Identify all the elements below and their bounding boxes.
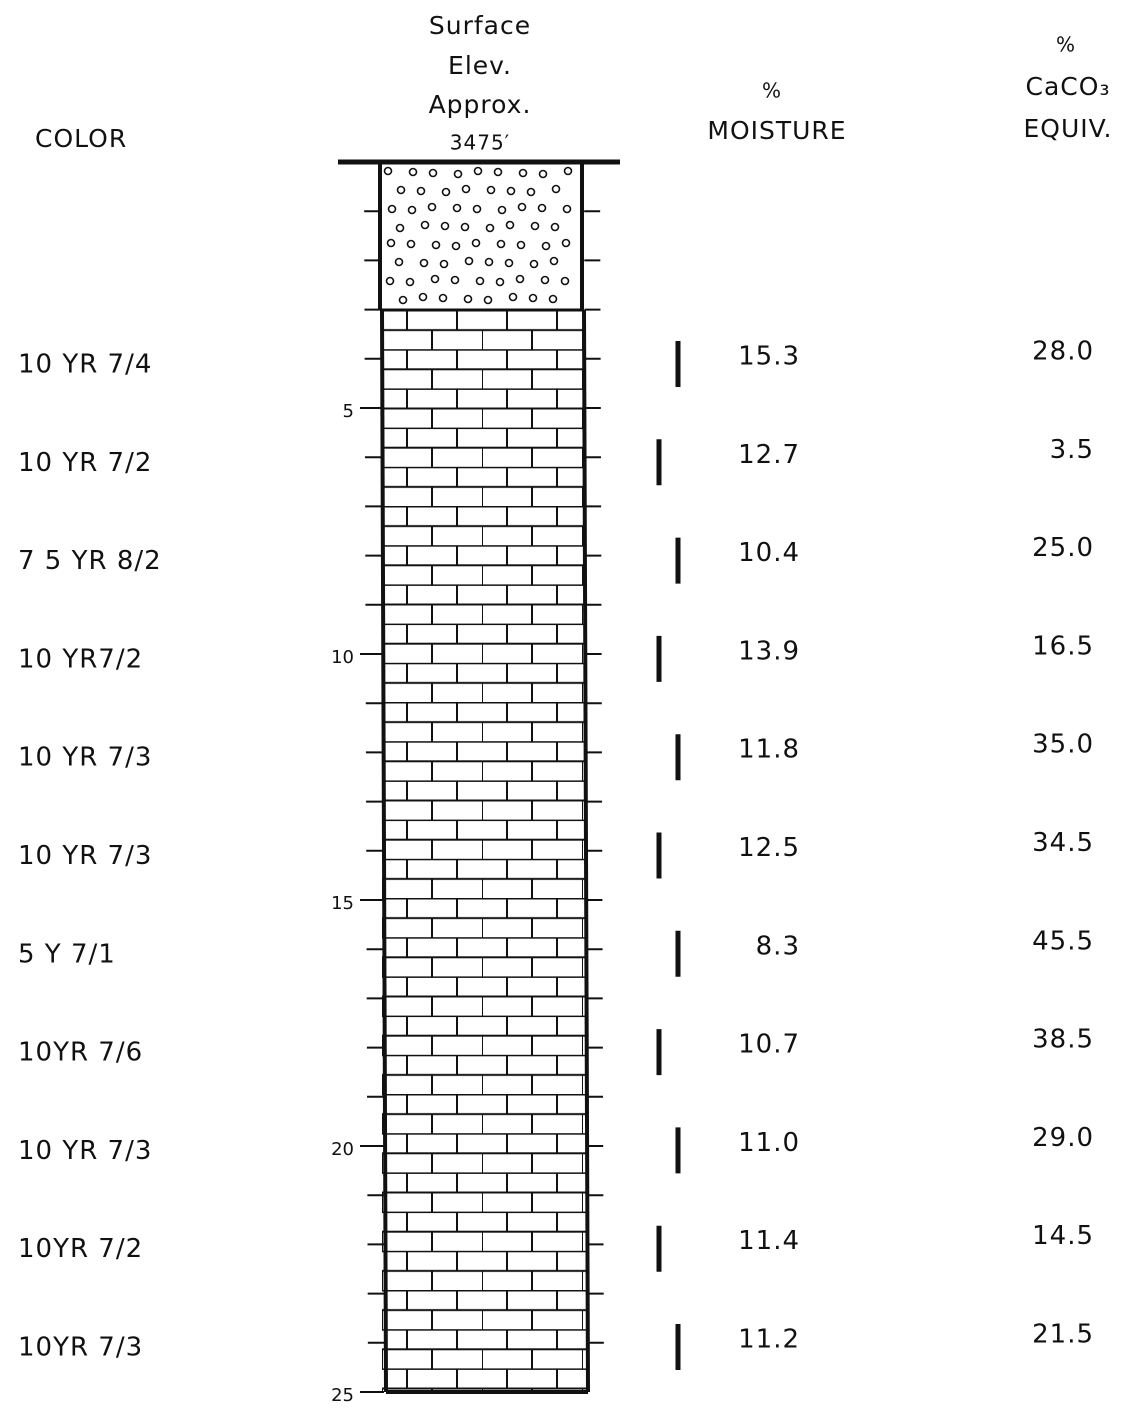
moisture-value: 12.5 [738, 833, 800, 863]
surface-header: Elev. [448, 51, 512, 80]
surface-header: Approx. [429, 90, 532, 119]
caco3-value: 25.0 [1032, 533, 1094, 563]
surface-header: 3475′ [450, 131, 510, 155]
caco3-value: 34.5 [1032, 828, 1094, 858]
depth-label: 25 [331, 1385, 354, 1406]
moisture-header: MOISTURE [707, 116, 846, 145]
moisture-value: 10.4 [738, 538, 800, 568]
color-value: 5 Y 7/1 [18, 939, 116, 969]
moisture-header: % [762, 79, 782, 103]
caco3-value: 38.5 [1032, 1025, 1094, 1055]
color-value: 10 YR 7/3 [18, 743, 152, 773]
moisture-value: 15.3 [738, 342, 800, 372]
depth-label: 20 [331, 1139, 354, 1160]
depth-label: 5 [343, 401, 354, 422]
caco3-value: 29.0 [1032, 1123, 1094, 1153]
caco3-value: 35.0 [1032, 730, 1094, 760]
caco3-value: 3.5 [1050, 435, 1094, 465]
gravel-layer [380, 162, 582, 310]
caco3-value: 45.5 [1032, 926, 1094, 956]
caliche-layer [382, 310, 586, 1392]
caco3-value: 21.5 [1032, 1320, 1094, 1350]
color-value: 7 5 YR 8/2 [18, 546, 162, 576]
moisture-value: 12.7 [738, 440, 800, 470]
page: { "header": { "color": "COLOR", "surface… [0, 0, 1128, 1416]
color-value: 10 YR7/2 [18, 644, 143, 674]
headers: COLOR Surface Elev. Approx. 3475′ % MOIS… [35, 11, 1112, 155]
moisture-value: 8.3 [756, 931, 800, 961]
color-value: 10 YR 7/2 [18, 448, 152, 478]
caco3-value: 14.5 [1032, 1221, 1094, 1251]
color-value: 10YR 7/2 [18, 1234, 143, 1264]
soil-column [338, 162, 620, 1392]
color-value: 10 YR 7/3 [18, 841, 152, 871]
caco3-header: CaCO₃ [1026, 72, 1111, 101]
depth-label: 10 [331, 647, 354, 668]
color-value: 10 YR 7/3 [18, 1136, 152, 1166]
moisture-value: 11.4 [738, 1226, 800, 1256]
color-header: COLOR [35, 124, 127, 153]
caco3-value: 28.0 [1032, 337, 1094, 367]
moisture-value: 11.0 [738, 1128, 800, 1158]
depth-label: 15 [331, 893, 354, 914]
moisture-value: 11.8 [738, 735, 800, 765]
surface-header: Surface [429, 11, 531, 40]
soil-column-diagram: COLOR Surface Elev. Approx. 3475′ % MOIS… [0, 0, 1128, 1416]
caco3-header: % [1056, 33, 1076, 57]
caco3-header: EQUIV. [1024, 114, 1113, 143]
color-value: 10YR 7/6 [18, 1038, 143, 1068]
moisture-value: 10.7 [738, 1030, 800, 1060]
color-value: 10YR 7/3 [18, 1333, 143, 1363]
caco3-value: 16.5 [1032, 631, 1094, 661]
color-value: 10 YR 7/4 [18, 350, 152, 380]
moisture-value: 11.2 [738, 1325, 800, 1355]
moisture-value: 13.9 [738, 636, 800, 666]
